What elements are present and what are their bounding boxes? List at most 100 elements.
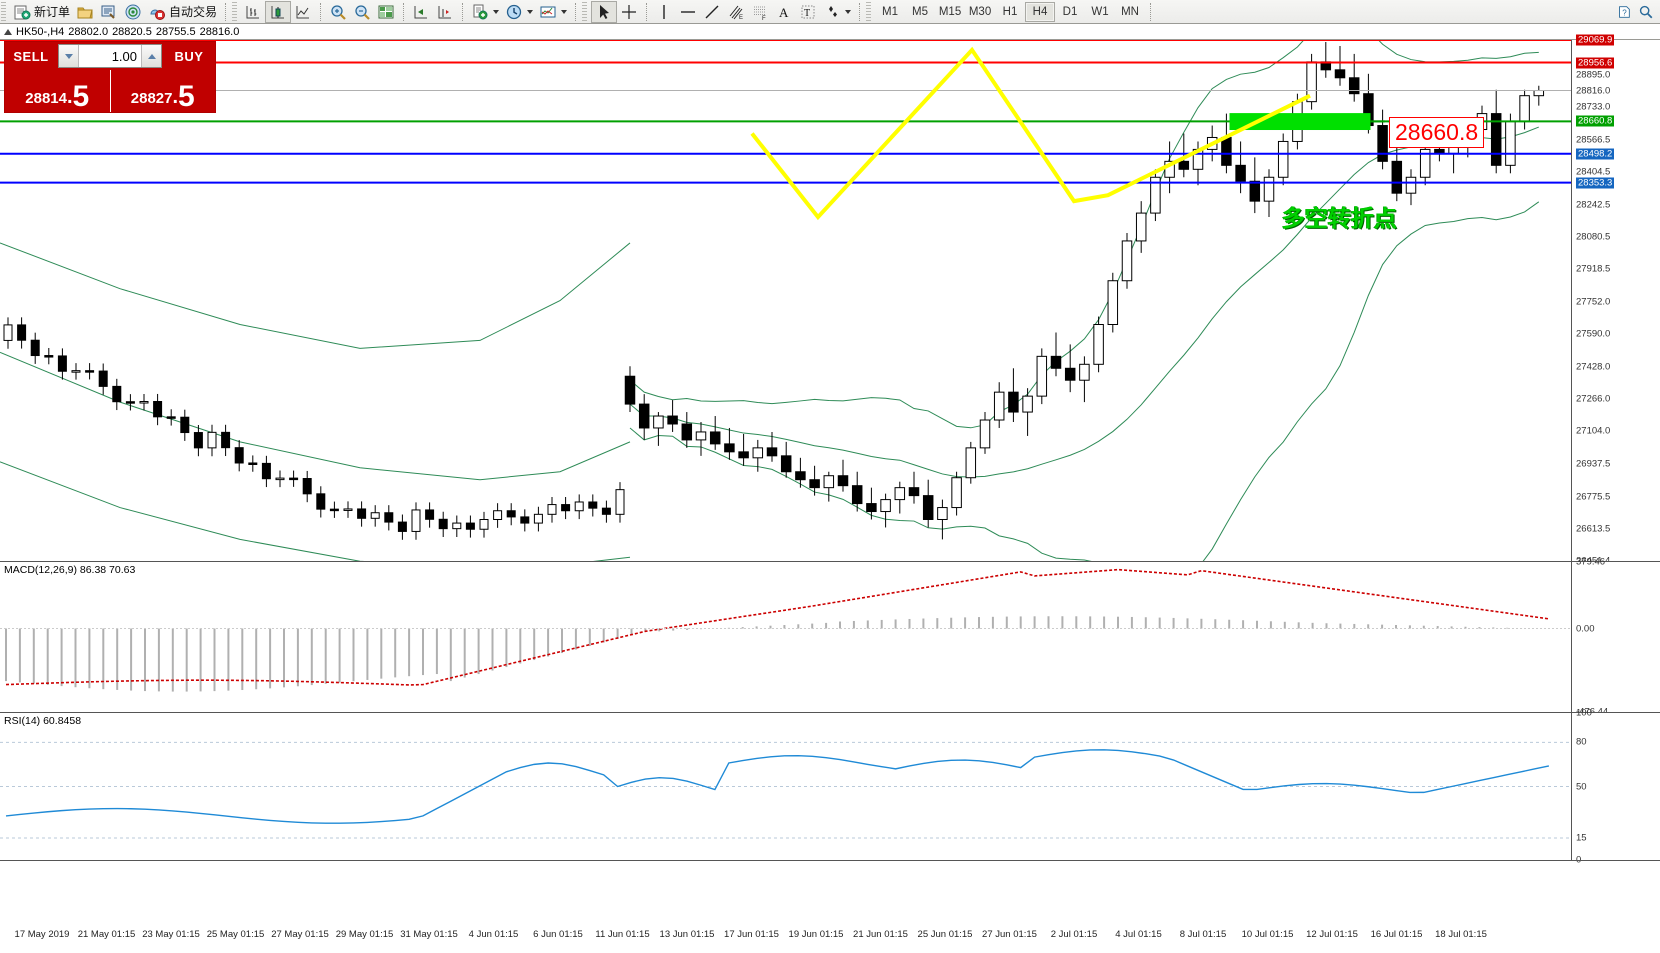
price-plot[interactable] bbox=[0, 40, 1571, 561]
timeframe-mn[interactable]: MN bbox=[1121, 5, 1139, 18]
time-tick-label: 17 May 2019 bbox=[14, 929, 70, 940]
toolbar-separator-7 bbox=[859, 2, 861, 21]
toolbar-grip-3[interactable] bbox=[582, 1, 588, 22]
time-axis[interactable]: 17 May 2019 21 May 01:15 23 May 01:15 25 Ma… bbox=[0, 860, 1660, 953]
period-chevron-down-icon[interactable] bbox=[527, 9, 534, 14]
cursor-button[interactable] bbox=[591, 0, 618, 23]
zoom-out-button[interactable] bbox=[350, 1, 374, 23]
help-icon[interactable]: ? bbox=[1616, 4, 1632, 20]
time-tick-label: 23 May 01:15 bbox=[142, 929, 200, 940]
buy-button[interactable]: 28827 . 5 bbox=[109, 70, 216, 112]
timeframe-m1[interactable]: M1 bbox=[882, 5, 899, 18]
macd-plot[interactable] bbox=[0, 562, 1571, 712]
search-icon[interactable] bbox=[1638, 4, 1654, 20]
volume-decrease-button[interactable] bbox=[59, 45, 79, 67]
shapes-icon bbox=[829, 5, 838, 17]
autotrade-button[interactable]: 自动交易 bbox=[145, 1, 220, 23]
shapes-button[interactable] bbox=[820, 1, 854, 23]
volume-increase-button[interactable] bbox=[141, 45, 161, 67]
one-click-trading-panel[interactable]: SELL 1.00 BUY 28814 . 5 28827 . 5 bbox=[4, 41, 216, 113]
timeframe-m5[interactable]: M5 bbox=[912, 5, 929, 18]
volume-stepper[interactable]: 1.00 bbox=[58, 44, 162, 68]
folder-icon bbox=[77, 7, 93, 18]
timeframe-m30[interactable]: M30 bbox=[968, 5, 992, 18]
price-pane[interactable]: 29069.9 28956.6 28895.0 28816.0 28733.0 28660… bbox=[0, 34, 1660, 567]
template-button[interactable] bbox=[468, 1, 502, 23]
chart-open-value: 28802.0 bbox=[68, 26, 109, 38]
toolbar-grip-1[interactable] bbox=[1, 1, 6, 22]
time-tick-label: 18 Jul 01:15 bbox=[1435, 929, 1487, 940]
timeframe-m15[interactable]: M15 bbox=[938, 5, 962, 18]
buy-price-dot: . bbox=[172, 86, 179, 108]
price-tick-label: 26937.5 bbox=[1576, 458, 1611, 470]
toolbar-separator-2 bbox=[320, 2, 322, 21]
price-chart-svg bbox=[0, 40, 1571, 561]
price-tick-label: 28404.5 bbox=[1576, 166, 1611, 178]
hline-button[interactable] bbox=[676, 1, 700, 23]
timeframe-d1[interactable]: D1 bbox=[1062, 5, 1078, 18]
chevron-up-icon bbox=[147, 53, 156, 59]
hline-icon bbox=[681, 10, 696, 13]
rsi-pane[interactable]: RSI(14) 60.8458 100 80 50 15 0 bbox=[0, 708, 1660, 866]
terminal-button[interactable] bbox=[97, 1, 121, 23]
vline-button[interactable] bbox=[652, 1, 676, 23]
timeframe-w1[interactable]: W1 bbox=[1091, 5, 1109, 18]
toolbar-separator-3 bbox=[403, 2, 405, 21]
rsi-axis[interactable]: 100 80 50 15 0 bbox=[1571, 708, 1660, 866]
shift-end-button[interactable] bbox=[433, 1, 457, 23]
buy-price-integer: 28827 bbox=[130, 90, 173, 107]
shapes-chevron-down-icon[interactable] bbox=[845, 9, 852, 14]
text-button[interactable]: A bbox=[772, 1, 796, 23]
bar-chart-button[interactable] bbox=[241, 1, 265, 23]
chart-container[interactable]: 29069.9 28956.6 28895.0 28816.0 28733.0 28660… bbox=[0, 34, 1660, 953]
macd-chart-svg bbox=[0, 568, 1571, 692]
time-tick-label: 27 Jun 01:15 bbox=[982, 929, 1037, 940]
sell-button[interactable]: 28814 . 5 bbox=[5, 70, 110, 112]
macd-pane[interactable]: MACD(12,26,9) 86.38 70.63 379.460.00-476… bbox=[0, 557, 1660, 718]
price-axis[interactable]: 29069.9 28956.6 28895.0 28816.0 28733.0 28660… bbox=[1571, 34, 1660, 567]
candlestick-icon bbox=[271, 5, 285, 18]
template-chevron-down-icon[interactable] bbox=[493, 9, 500, 14]
macd-axis[interactable]: 379.460.00-476.44 bbox=[1571, 557, 1660, 718]
time-tick-label: 27 May 01:15 bbox=[271, 929, 329, 940]
svg-text:?: ? bbox=[1622, 8, 1627, 17]
price-tick-label: 27752.0 bbox=[1576, 296, 1611, 308]
sell-price-dot: . bbox=[66, 86, 73, 108]
candlestick-button[interactable] bbox=[265, 0, 292, 23]
toolbar-separator-6 bbox=[646, 2, 648, 21]
tile-windows-icon bbox=[378, 5, 394, 18]
time-tick-label: 8 Jul 01:15 bbox=[1179, 929, 1227, 940]
chart-expand-icon[interactable] bbox=[4, 29, 12, 35]
crosshair-icon bbox=[622, 4, 637, 19]
period-button[interactable] bbox=[502, 1, 536, 23]
rsi-plot[interactable] bbox=[0, 713, 1571, 860]
macd-tick-label: 379.46 bbox=[1576, 556, 1606, 568]
price-tick-label: 28956.6 bbox=[1576, 57, 1615, 69]
indicator-button[interactable] bbox=[536, 1, 570, 23]
tile-windows-button[interactable] bbox=[374, 1, 398, 23]
zoom-in-button[interactable] bbox=[326, 1, 350, 23]
signal-button[interactable] bbox=[121, 1, 145, 23]
folder-button[interactable] bbox=[73, 1, 97, 23]
new-order-button[interactable]: 新订单 bbox=[10, 1, 73, 23]
textlabel-button[interactable]: T bbox=[796, 1, 820, 23]
fibonacci-button[interactable]: F bbox=[748, 1, 772, 23]
equidistant-channel-icon: E bbox=[729, 5, 743, 21]
toolbar-grip-2[interactable] bbox=[232, 1, 238, 22]
trendline-button[interactable] bbox=[700, 1, 724, 23]
equidistant-channel-button[interactable]: E bbox=[724, 1, 748, 23]
timeframe-h1[interactable]: H1 bbox=[1002, 5, 1018, 18]
time-tick-label: 4 Jun 01:15 bbox=[468, 929, 519, 940]
indicator-chevron-down-icon[interactable] bbox=[561, 9, 568, 14]
line-chart-icon bbox=[296, 5, 310, 18]
svg-text:A: A bbox=[779, 5, 789, 20]
crosshair-button[interactable] bbox=[617, 1, 641, 23]
scroll-end-button[interactable] bbox=[409, 1, 433, 23]
line-chart-button[interactable] bbox=[291, 1, 315, 23]
zoom-out-icon bbox=[355, 4, 370, 20]
toolbar-grip-4[interactable] bbox=[866, 1, 872, 22]
volume-value[interactable]: 1.00 bbox=[111, 48, 137, 64]
autotrade-icon bbox=[150, 9, 166, 20]
price-tick-label: 29069.9 bbox=[1576, 34, 1615, 46]
timeframe-h4[interactable]: H4 bbox=[1025, 1, 1056, 22]
